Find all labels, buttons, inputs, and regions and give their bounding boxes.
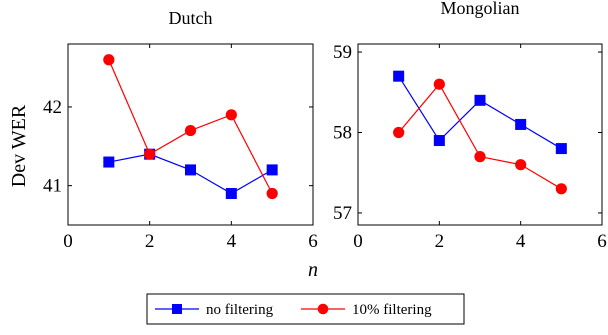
xlabel-n: n bbox=[308, 259, 318, 281]
xtick-label-dutch: 2 bbox=[145, 231, 155, 252]
xtick-label-mongolian: 6 bbox=[597, 231, 607, 252]
point-no-filtering-dutch bbox=[266, 164, 278, 176]
point-no-filtering-mongolian bbox=[474, 94, 486, 106]
point-no-filtering-dutch bbox=[185, 164, 196, 176]
legend-label-10pct-filtering: 10% filtering bbox=[352, 302, 432, 318]
legend-marker-no-filtering bbox=[172, 304, 182, 314]
legend-label-no-filtering: no filtering bbox=[206, 302, 274, 318]
xtick-label-dutch: 0 bbox=[63, 231, 73, 252]
legend-marker-10pct-filtering bbox=[317, 303, 329, 315]
point-10-filtering-mongolian bbox=[433, 78, 445, 90]
point-no-filtering-dutch bbox=[225, 188, 237, 200]
title-dutch: Dutch bbox=[169, 8, 213, 28]
panel-mongolian: Mongolian 0 2 4 6 57 58 59 bbox=[333, 0, 607, 252]
legend-entry-no-filtering: no filtering bbox=[155, 302, 274, 318]
point-10-filtering-mongolian bbox=[555, 183, 567, 195]
point-10-filtering-dutch bbox=[103, 54, 115, 66]
point-10-filtering-dutch bbox=[225, 109, 237, 121]
xtick-label-dutch: 6 bbox=[308, 231, 318, 252]
point-10-filtering-dutch bbox=[266, 187, 278, 200]
ytick-label-mongolian: 57 bbox=[333, 203, 352, 224]
ytick-label-mongolian: 58 bbox=[333, 122, 352, 143]
point-10-filtering-mongolian bbox=[393, 126, 405, 139]
xtick-label-mongolian: 4 bbox=[516, 231, 526, 252]
panel-dutch: Dutch 0 2 4 6 41 42 bbox=[43, 8, 318, 252]
plot-frame-mongolian bbox=[357, 43, 603, 226]
point-10-filtering-dutch bbox=[184, 124, 197, 137]
legend: no filtering 10% filtering bbox=[146, 293, 465, 325]
point-no-filtering-mongolian bbox=[433, 135, 445, 147]
plot-frame-dutch bbox=[67, 43, 314, 226]
ytick-label-dutch: 42 bbox=[43, 97, 62, 118]
point-no-filtering-dutch bbox=[103, 156, 115, 168]
point-no-filtering-mongolian bbox=[393, 70, 405, 82]
point-10-filtering-dutch bbox=[144, 148, 156, 160]
ytick-label-mongolian: 59 bbox=[333, 42, 352, 63]
legend-entry-10pct-filtering: 10% filtering bbox=[301, 302, 432, 318]
point-no-filtering-mongolian bbox=[515, 118, 527, 130]
ylabel-dev-wer: Dev WER bbox=[8, 104, 30, 187]
xtick-label-mongolian: 2 bbox=[435, 231, 445, 252]
series-line-no-filtering-mongolian bbox=[398, 75, 562, 150]
xtick-label-mongolian: 0 bbox=[353, 231, 363, 252]
point-no-filtering-mongolian bbox=[555, 143, 567, 155]
point-10-filtering-mongolian bbox=[515, 159, 527, 171]
title-mongolian: Mongolian bbox=[441, 0, 520, 18]
ytick-label-dutch: 41 bbox=[43, 176, 62, 197]
xtick-label-dutch: 4 bbox=[227, 231, 237, 252]
point-10-filtering-mongolian bbox=[474, 151, 486, 163]
